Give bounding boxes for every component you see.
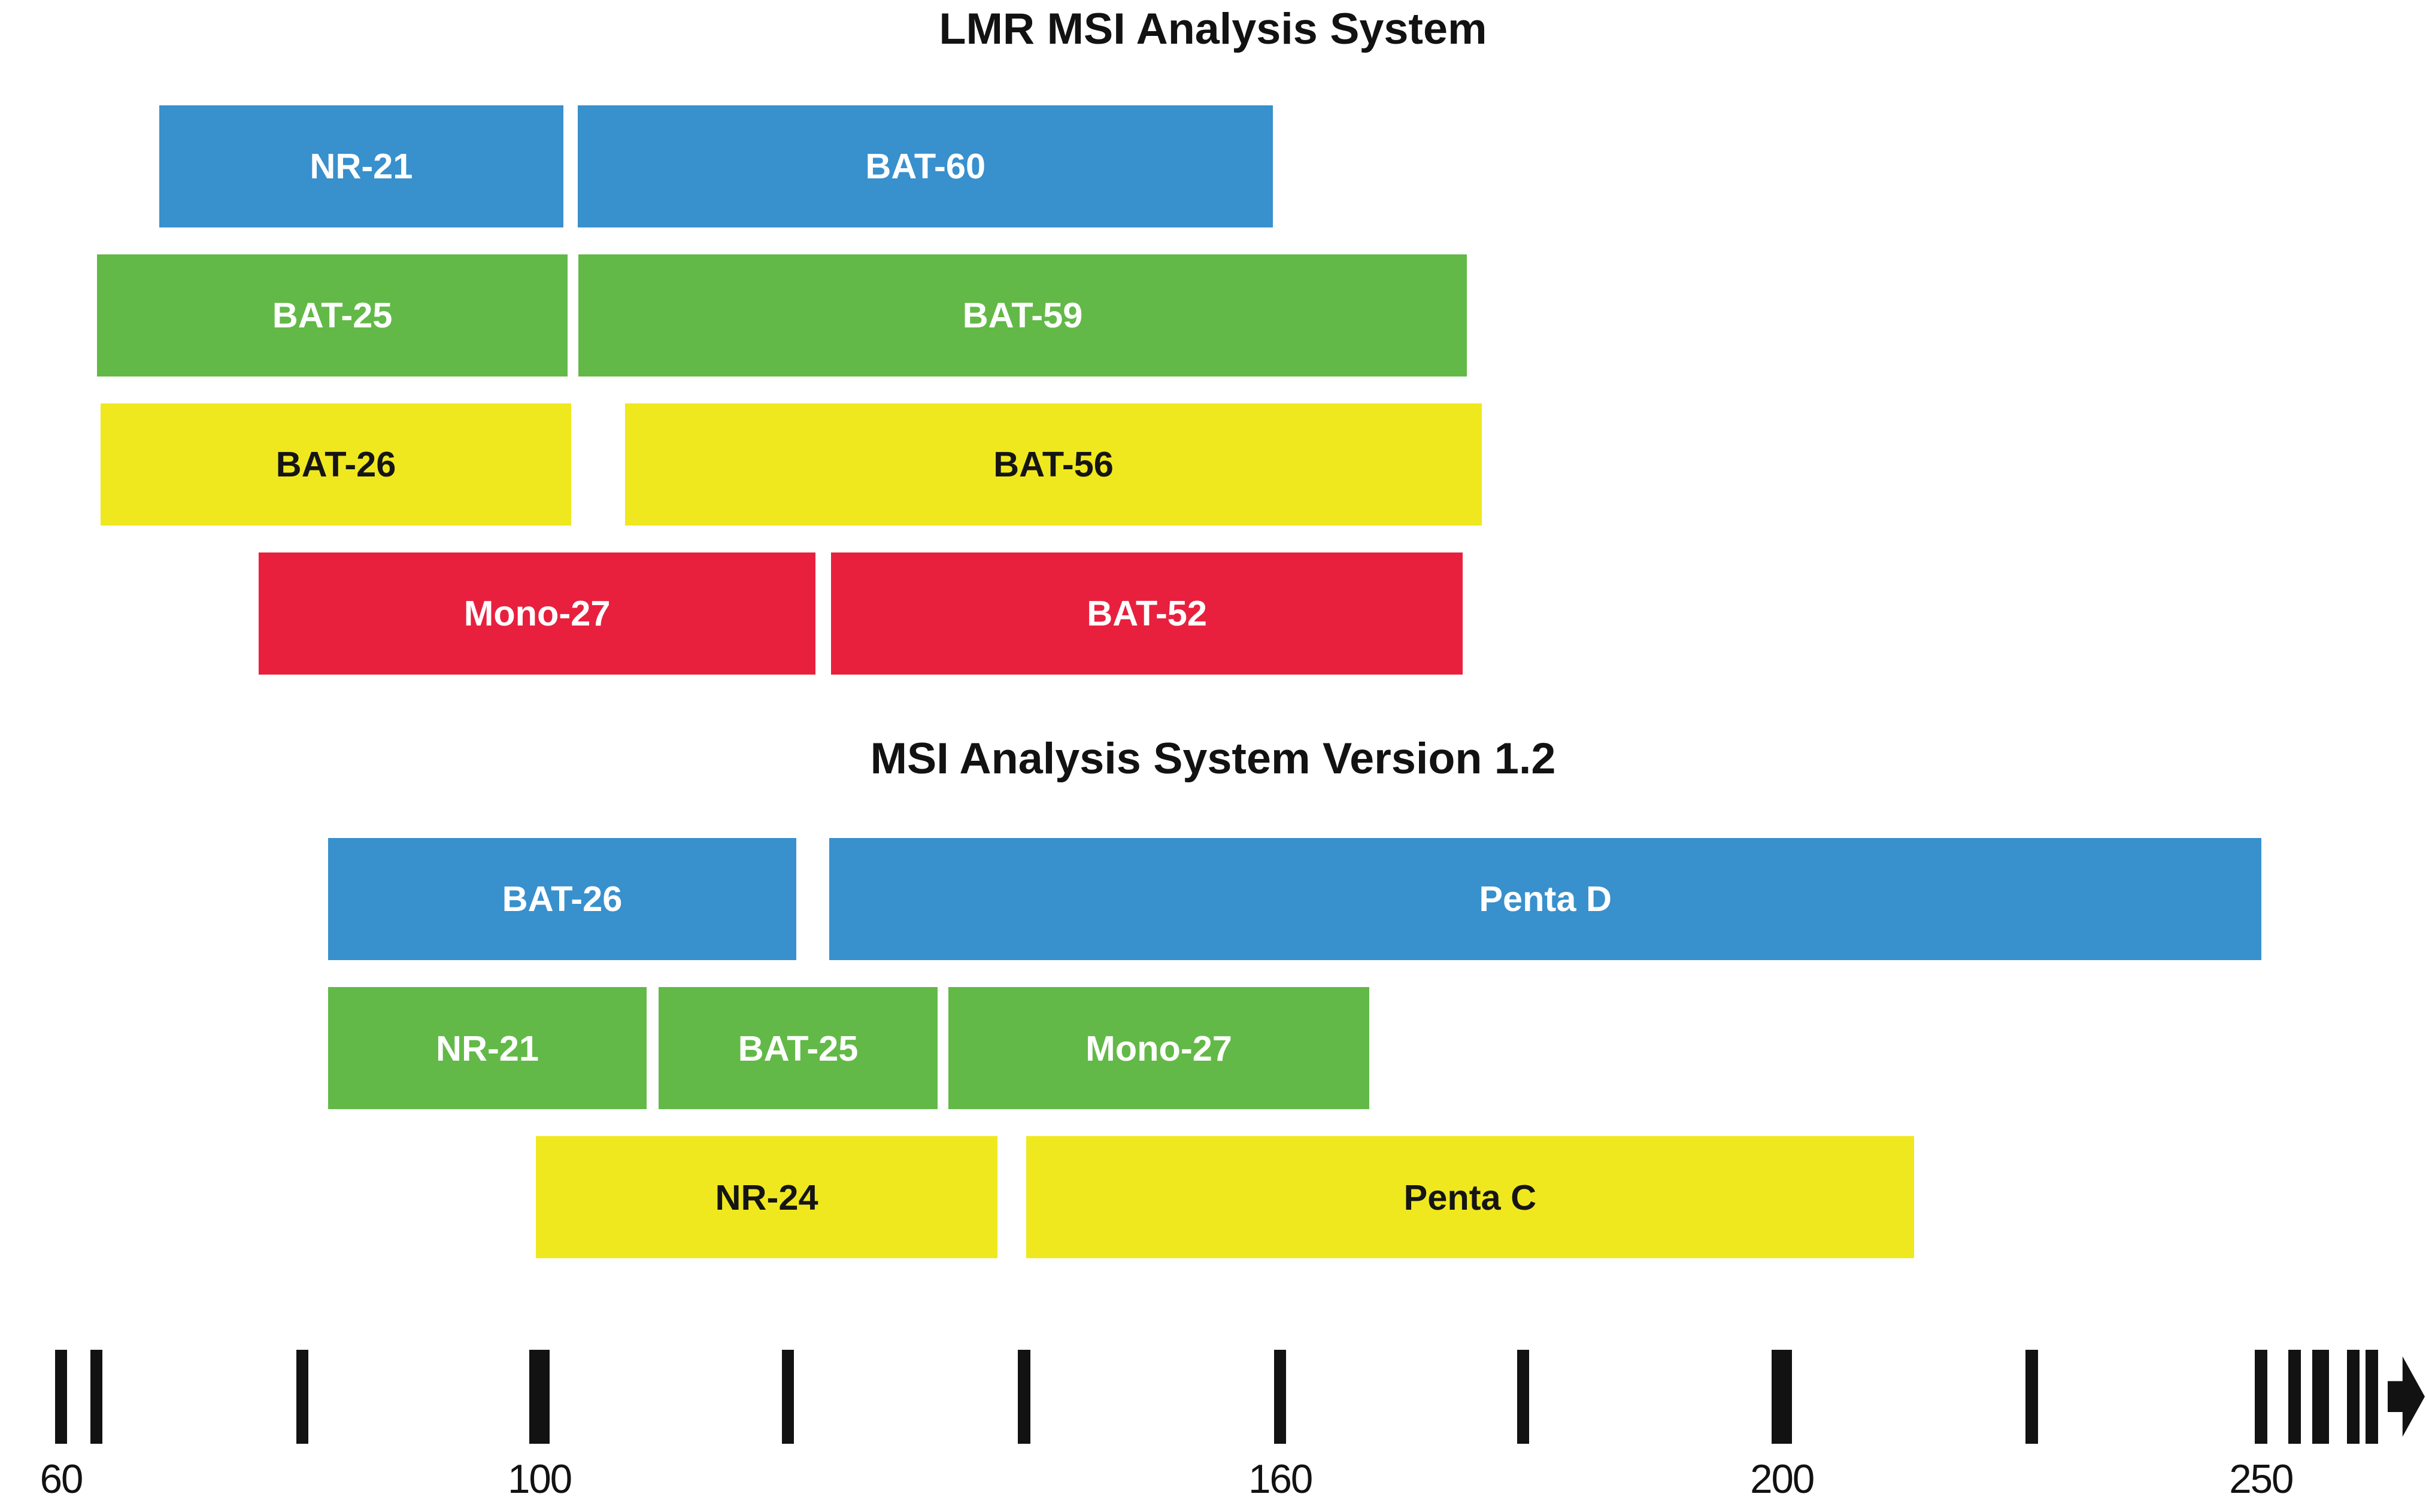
axis-tick (296, 1349, 309, 1444)
axis-tick (1017, 1349, 1030, 1444)
axis-tick (2312, 1349, 2330, 1444)
marker-bar-nr-24: NR-24 (536, 1136, 998, 1259)
lmr-system-title: LMR MSI Analysis System (939, 4, 1487, 54)
marker-bar-nr-21: NR-21 (327, 987, 647, 1110)
marker-bar-bat-52: BAT-52 (831, 552, 1463, 675)
axis-tick-label-250: 250 (2229, 1457, 2294, 1502)
axis-tick (2366, 1349, 2378, 1444)
marker-bar-bat-56: BAT-56 (625, 403, 1482, 526)
axis-tick (781, 1349, 794, 1444)
marker-bar-mono-27: Mono-27 (259, 552, 816, 675)
axis-tick-label-200: 200 (1750, 1457, 1815, 1502)
axis-tick (2347, 1349, 2360, 1444)
marker-bar-bat-60: BAT-60 (578, 105, 1273, 227)
axis-tick-60 (54, 1349, 68, 1444)
axis-tick (1517, 1349, 1530, 1444)
axis-tick (90, 1349, 103, 1444)
axis-tick-label-60: 60 (40, 1457, 84, 1502)
marker-bar-bat-26: BAT-26 (100, 403, 572, 526)
axis-continuation-arrow-icon (2387, 1356, 2425, 1437)
marker-bar-bat-26: BAT-26 (327, 837, 797, 960)
axis-tick-label-160: 160 (1248, 1457, 1313, 1502)
marker-bar-penta-c: Penta C (1026, 1136, 1914, 1259)
marker-bar-bat-25: BAT-25 (97, 254, 568, 377)
v12-system-title: MSI Analysis System Version 1.2 (870, 733, 1556, 784)
axis-tick-250 (2254, 1349, 2267, 1444)
axis-tick-200 (1772, 1349, 1792, 1444)
marker-bar-bat-25: BAT-25 (659, 987, 938, 1110)
axis-tick-label-100: 100 (508, 1457, 572, 1502)
marker-bar-bat-59: BAT-59 (578, 254, 1467, 377)
marker-bar-nr-21: NR-21 (159, 105, 563, 227)
marker-bar-mono-27: Mono-27 (948, 987, 1369, 1110)
marker-bar-penta-d: Penta D (829, 837, 2262, 960)
axis-tick (2288, 1349, 2301, 1444)
axis-tick (2025, 1349, 2038, 1444)
axis-tick-100 (529, 1349, 550, 1444)
axis-tick-160 (1273, 1349, 1287, 1444)
